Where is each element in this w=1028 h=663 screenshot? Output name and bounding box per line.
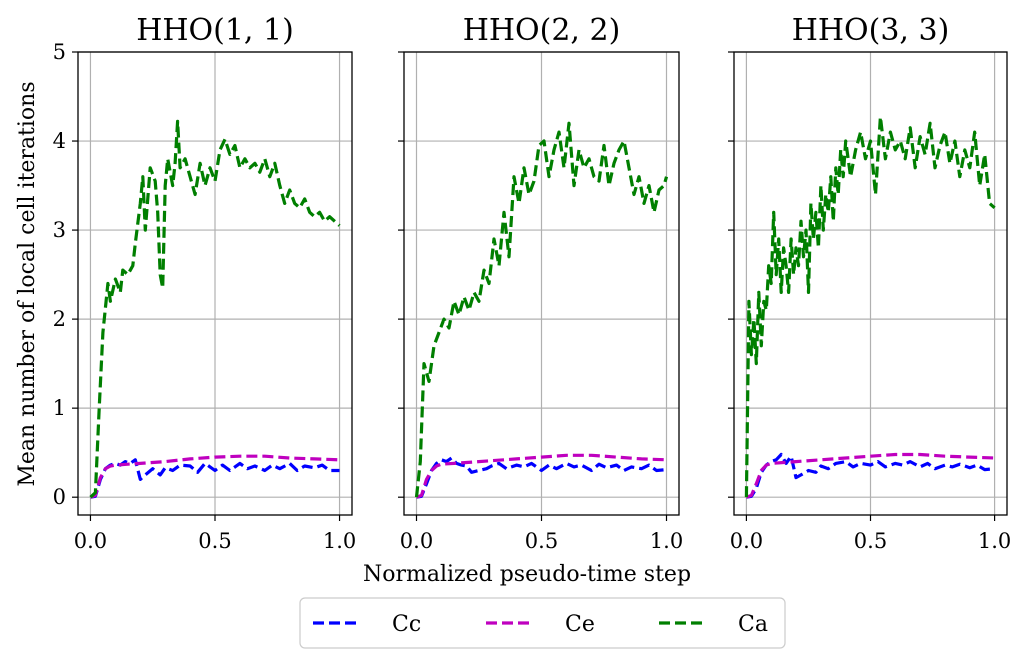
x-tick-label: 0.5 <box>525 529 558 553</box>
chart-panels: 0.0 0.5 1.0 0 1 2 3 4 5 HHO(1, 1) 0.0 0.5 1.0 HHO(2, … <box>53 13 1012 553</box>
x-tick-label: 0.5 <box>198 529 231 553</box>
series-line-ca <box>414 121 669 498</box>
y-tick-label: 0 <box>53 485 66 509</box>
panel-title: HHO(2, 2) <box>463 13 621 48</box>
legend-label-ce: Ce <box>565 612 595 637</box>
y-axis-label: Mean number of local cell iterations <box>15 81 40 486</box>
x-tick-label: 0.5 <box>854 529 887 553</box>
x-axis-label: Normalized pseudo-time step <box>363 562 691 587</box>
series-line-cc <box>416 456 667 499</box>
x-tick-label: 1.0 <box>650 529 683 553</box>
panel-3: 0.0 0.5 1.0 HHO(3, 3) <box>728 13 1011 553</box>
y-tick-label: 4 <box>53 129 66 153</box>
panel-title: HHO(3, 3) <box>792 13 950 48</box>
y-tick-label: 2 <box>53 307 66 331</box>
x-tick-label: 1.0 <box>323 529 356 553</box>
x-tick-label: 0.0 <box>74 529 107 553</box>
panel-1: 0.0 0.5 1.0 0 1 2 3 4 5 HHO(1, 1) <box>53 13 357 553</box>
series-line-ca <box>89 119 341 499</box>
x-tick-label: 1.0 <box>978 529 1011 553</box>
y-tick-label: 3 <box>53 218 66 242</box>
legend-label-ca: Ca <box>738 612 768 637</box>
legend: Cc Ce Ca <box>299 597 786 649</box>
legend-box <box>299 597 786 649</box>
series-group <box>414 121 669 499</box>
series-group <box>744 115 996 499</box>
series-line-cc <box>746 452 995 499</box>
series-line-ce <box>745 452 995 499</box>
panel-2: 0.0 0.5 1.0 HHO(2, 2) <box>398 13 683 553</box>
legend-label-cc: Cc <box>392 612 421 637</box>
panel-title: HHO(1, 1) <box>136 13 294 48</box>
y-tick-label: 1 <box>53 396 66 420</box>
x-tick-label: 0.0 <box>730 529 763 553</box>
series-line-ce <box>415 453 667 499</box>
series-group <box>89 119 341 499</box>
x-tick-label: 0.0 <box>400 529 433 553</box>
y-tick-label: 5 <box>53 40 66 64</box>
series-line-ce <box>89 454 340 499</box>
